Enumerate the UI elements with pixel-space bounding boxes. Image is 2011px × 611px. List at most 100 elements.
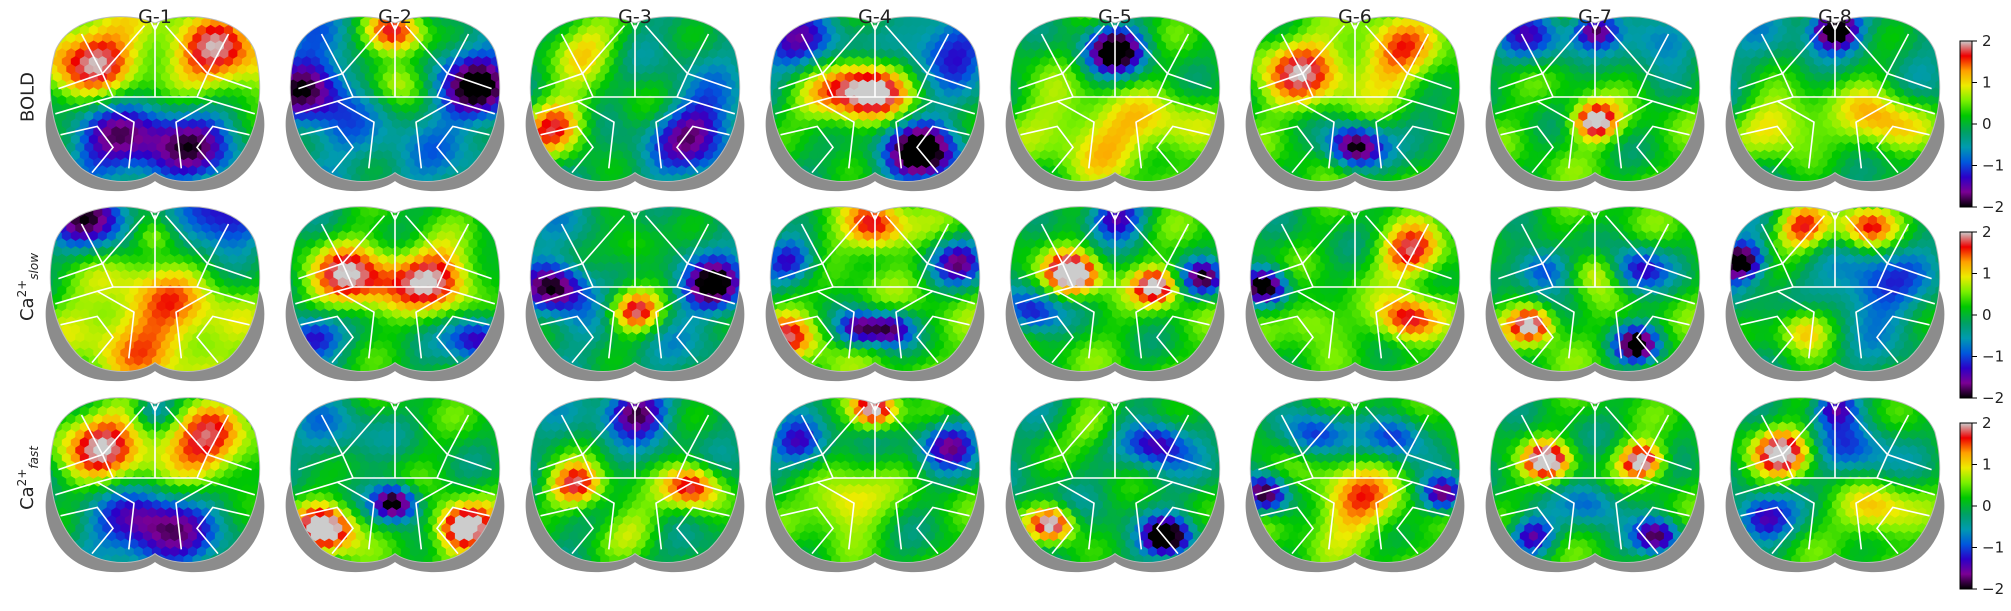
brain-outline <box>1249 397 1461 564</box>
brain-map-3-4 <box>765 397 985 573</box>
region-boundaries <box>1735 16 1936 174</box>
region-boundaries <box>535 16 736 174</box>
region-boundaries <box>1495 206 1696 364</box>
region-boundaries <box>535 206 736 364</box>
row-label-base: Ca <box>17 297 39 322</box>
brain-map-2-5 <box>1005 206 1225 382</box>
brain-map-3-8 <box>1725 397 1945 573</box>
colorbar-tick-label: 1 <box>1982 265 1992 283</box>
brain-map-2-7 <box>1485 206 1705 382</box>
region-boundaries <box>1255 397 1456 555</box>
brain-map-1-6 <box>1245 16 1465 192</box>
brain-outline <box>529 16 741 183</box>
region-boundaries <box>1735 206 1936 364</box>
brain-outline <box>49 16 261 183</box>
colorbar-tick-label: 1 <box>1982 74 1992 92</box>
colorbar-tick-label: −1 <box>1982 157 2004 175</box>
brain-map-3-6 <box>1245 397 1465 573</box>
brain-map-3-2 <box>285 397 505 573</box>
brain-outline <box>769 16 981 183</box>
colorbar-tick-label: 2 <box>1982 32 1992 50</box>
brain-map-1-3 <box>525 16 745 192</box>
row-label: BOLD <box>18 72 39 122</box>
brain-map-3-5 <box>1005 397 1225 573</box>
colorbar-2 <box>1959 231 1973 399</box>
region-boundaries <box>1255 206 1456 364</box>
column-title: G-1 <box>138 6 172 28</box>
colorbar-tick-label: −1 <box>1982 539 2004 557</box>
region-boundaries <box>1255 16 1456 174</box>
colorbar-tick-label: −1 <box>1982 348 2004 366</box>
column-title: G-8 <box>1818 6 1852 28</box>
region-boundaries <box>535 397 736 555</box>
row-label-subscript: slow <box>26 252 41 280</box>
column-title: G-6 <box>1338 6 1372 28</box>
region-boundaries <box>1495 397 1696 555</box>
brain-outline <box>49 397 261 564</box>
colorbar-tick-label: −2 <box>1982 389 2004 407</box>
brain-outline <box>1009 206 1221 373</box>
brain-outline <box>1729 206 1941 373</box>
region-boundaries <box>55 206 256 364</box>
region-boundaries <box>1015 397 1216 555</box>
brain-map-2-8 <box>1725 206 1945 382</box>
region-boundaries <box>55 397 256 555</box>
brain-outline <box>1489 16 1701 183</box>
row-label: Ca2+slow <box>15 253 41 321</box>
row-label-superscript: 2+ <box>15 468 30 487</box>
column-title: G-4 <box>858 6 892 28</box>
brain-outline <box>1729 397 1941 564</box>
region-boundaries <box>1495 16 1696 174</box>
brain-map-1-4 <box>765 16 985 192</box>
brain-map-2-1 <box>45 206 265 382</box>
brain-map-1-2 <box>285 16 505 192</box>
colorbar-tick-label: 1 <box>1982 456 1992 474</box>
region-boundaries <box>775 206 976 364</box>
region-boundaries <box>1735 397 1936 555</box>
brain-map-2-3 <box>525 206 745 382</box>
brain-map-2-4 <box>765 206 985 382</box>
brain-map-3-1 <box>45 397 265 573</box>
brain-outline <box>289 397 501 564</box>
brain-outline <box>1729 16 1941 183</box>
brain-outline <box>289 16 501 183</box>
column-title: G-2 <box>378 6 412 28</box>
column-title: G-3 <box>618 6 652 28</box>
brain-outline <box>289 206 501 373</box>
brain-outline <box>1249 206 1461 373</box>
brain-outline <box>769 397 981 564</box>
row-label-base: BOLD <box>17 71 39 123</box>
brain-outline <box>529 397 741 564</box>
colorbar-tick-label: 0 <box>1982 115 1992 133</box>
region-boundaries <box>775 397 976 555</box>
colorbar-tick-label: 0 <box>1982 497 1992 515</box>
colorbar-tick-label: 0 <box>1982 306 1992 324</box>
row-label-base: Ca <box>17 486 39 510</box>
brain-outline <box>49 206 261 373</box>
brain-map-1-5 <box>1005 16 1225 192</box>
colorbar-tick-label: 2 <box>1982 223 1992 241</box>
colorbar-1 <box>1959 40 1973 208</box>
colorbar-tick-label: −2 <box>1982 198 2004 216</box>
brain-map-1-1 <box>45 16 265 192</box>
brain-map-1-8 <box>1725 16 1945 192</box>
region-boundaries <box>1015 206 1216 364</box>
column-title: G-5 <box>1098 6 1132 28</box>
brain-map-1-7 <box>1485 16 1705 192</box>
brain-outline <box>1009 16 1221 183</box>
brain-outline <box>1009 397 1221 564</box>
region-boundaries <box>295 397 496 555</box>
region-boundaries <box>295 206 496 364</box>
brain-outline <box>1249 16 1461 183</box>
brain-map-2-2 <box>285 206 505 382</box>
region-boundaries <box>775 16 976 174</box>
brain-outline <box>769 206 981 373</box>
brain-map-3-3 <box>525 397 745 573</box>
colorbar-tick-label: −2 <box>1982 580 2004 598</box>
brain-map-3-7 <box>1485 397 1705 573</box>
row-label: Ca2+fast <box>15 446 41 510</box>
brain-outline <box>529 206 741 373</box>
brain-outline <box>1489 206 1701 373</box>
row-label-subscript: fast <box>26 446 41 469</box>
